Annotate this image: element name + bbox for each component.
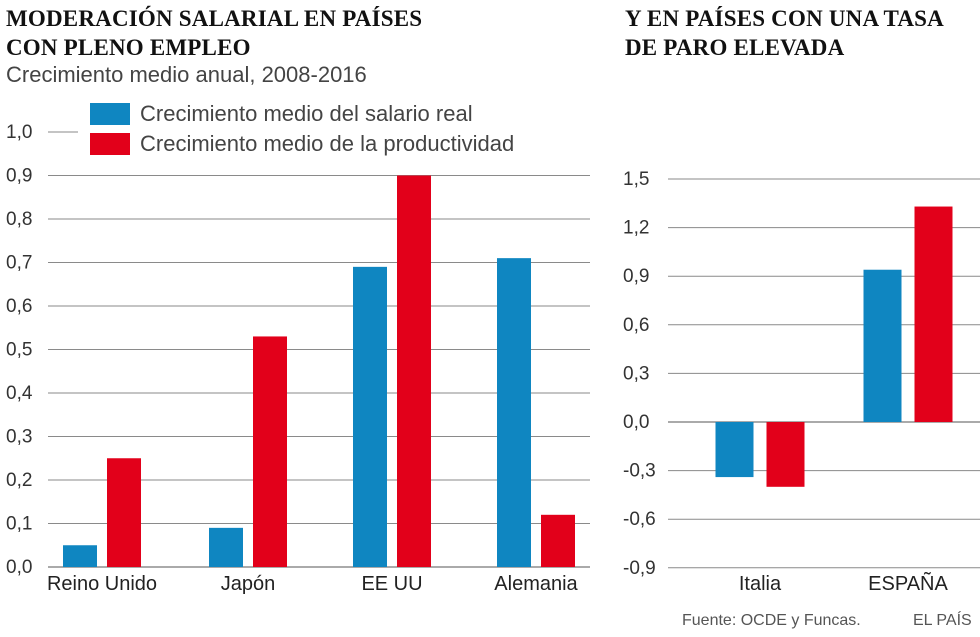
left-y-tick-label: 0,7 xyxy=(6,253,32,274)
left-title-line-2: CON PLENO EMPLEO xyxy=(6,35,251,60)
legend-label-salary: Crecimiento medio del salario real xyxy=(140,101,473,126)
right-y-tick-label: 0,3 xyxy=(623,363,649,384)
left-y-tick-label: 0,8 xyxy=(6,209,32,230)
right-y-tick-label: 0,9 xyxy=(623,266,649,287)
bar-salary-japón xyxy=(209,527,243,567)
right-y-tick-label: -0,3 xyxy=(623,461,656,482)
bar-salary-españa xyxy=(863,269,902,422)
left-category-label: EE UU xyxy=(361,573,422,595)
right-category-label: Italia xyxy=(739,573,782,595)
bar-salary-reino-unido xyxy=(63,545,97,567)
source-note: Fuente: OCDE y Funcas. xyxy=(682,612,861,629)
left-chart-title: MODERACIÓN SALARIAL EN PAÍSES CON PLENO … xyxy=(6,4,486,62)
right-y-tick-label: -0,9 xyxy=(623,558,656,579)
left-y-tick-label: 0,2 xyxy=(6,470,32,491)
right-y-tick-label: -0,6 xyxy=(623,509,656,530)
legend-swatch-productivity xyxy=(90,133,130,155)
left-y-tick-label: 0,5 xyxy=(6,340,32,361)
bar-salary-ee-uu xyxy=(353,266,387,567)
left-y-tick-label: 0,3 xyxy=(6,427,32,448)
right-y-tick-label: 0,6 xyxy=(623,315,649,336)
bar-salary-alemania xyxy=(497,258,531,567)
left-category-label: Reino Unido xyxy=(47,573,157,595)
bar-productivity-reino-unido xyxy=(107,458,141,567)
right-title-line-2: DE PARO ELEVADA xyxy=(625,35,845,60)
left-y-tick-label: 1,0 xyxy=(6,122,32,143)
legend-swatch-salary xyxy=(90,103,130,125)
left-y-tick-label: 0,1 xyxy=(6,514,32,535)
right-y-tick-label: 1,5 xyxy=(623,169,649,190)
left-y-tick-label: 0,6 xyxy=(6,296,32,317)
legend-item-salary: Crecimiento medio del salario real xyxy=(90,99,473,129)
left-y-tick-label: 0,0 xyxy=(6,557,32,578)
brand-label: EL PAÍS xyxy=(913,612,972,629)
bar-productivity-italia xyxy=(766,422,805,487)
right-title-line-1: Y EN PAÍSES CON UNA TASA xyxy=(625,6,944,31)
bar-salary-italia xyxy=(715,422,754,478)
left-category-label: Alemania xyxy=(494,573,578,595)
right-category-label: ESPAÑA xyxy=(868,571,948,595)
right-y-tick-label: 1,2 xyxy=(623,218,649,239)
left-y-tick-label: 0,9 xyxy=(6,166,32,187)
left-title-line-1: MODERACIÓN SALARIAL EN PAÍSES xyxy=(6,6,423,31)
bar-productivity-españa xyxy=(914,206,953,422)
legend-item-productivity: Crecimiento medio de la productividad xyxy=(90,129,514,159)
bar-productivity-alemania xyxy=(541,514,575,567)
left-y-tick-label: 0,4 xyxy=(6,383,33,404)
bar-productivity-japón xyxy=(253,336,287,567)
bar-productivity-ee-uu xyxy=(397,175,431,567)
left-category-label: Japón xyxy=(221,573,276,595)
left-chart-subtitle: Crecimiento medio anual, 2008-2016 xyxy=(6,62,367,87)
legend-label-productivity: Crecimiento medio de la productividad xyxy=(140,131,515,156)
right-y-tick-label: 0,0 xyxy=(623,412,649,433)
right-chart-title: Y EN PAÍSES CON UNA TASA DE PARO ELEVADA xyxy=(625,4,980,62)
